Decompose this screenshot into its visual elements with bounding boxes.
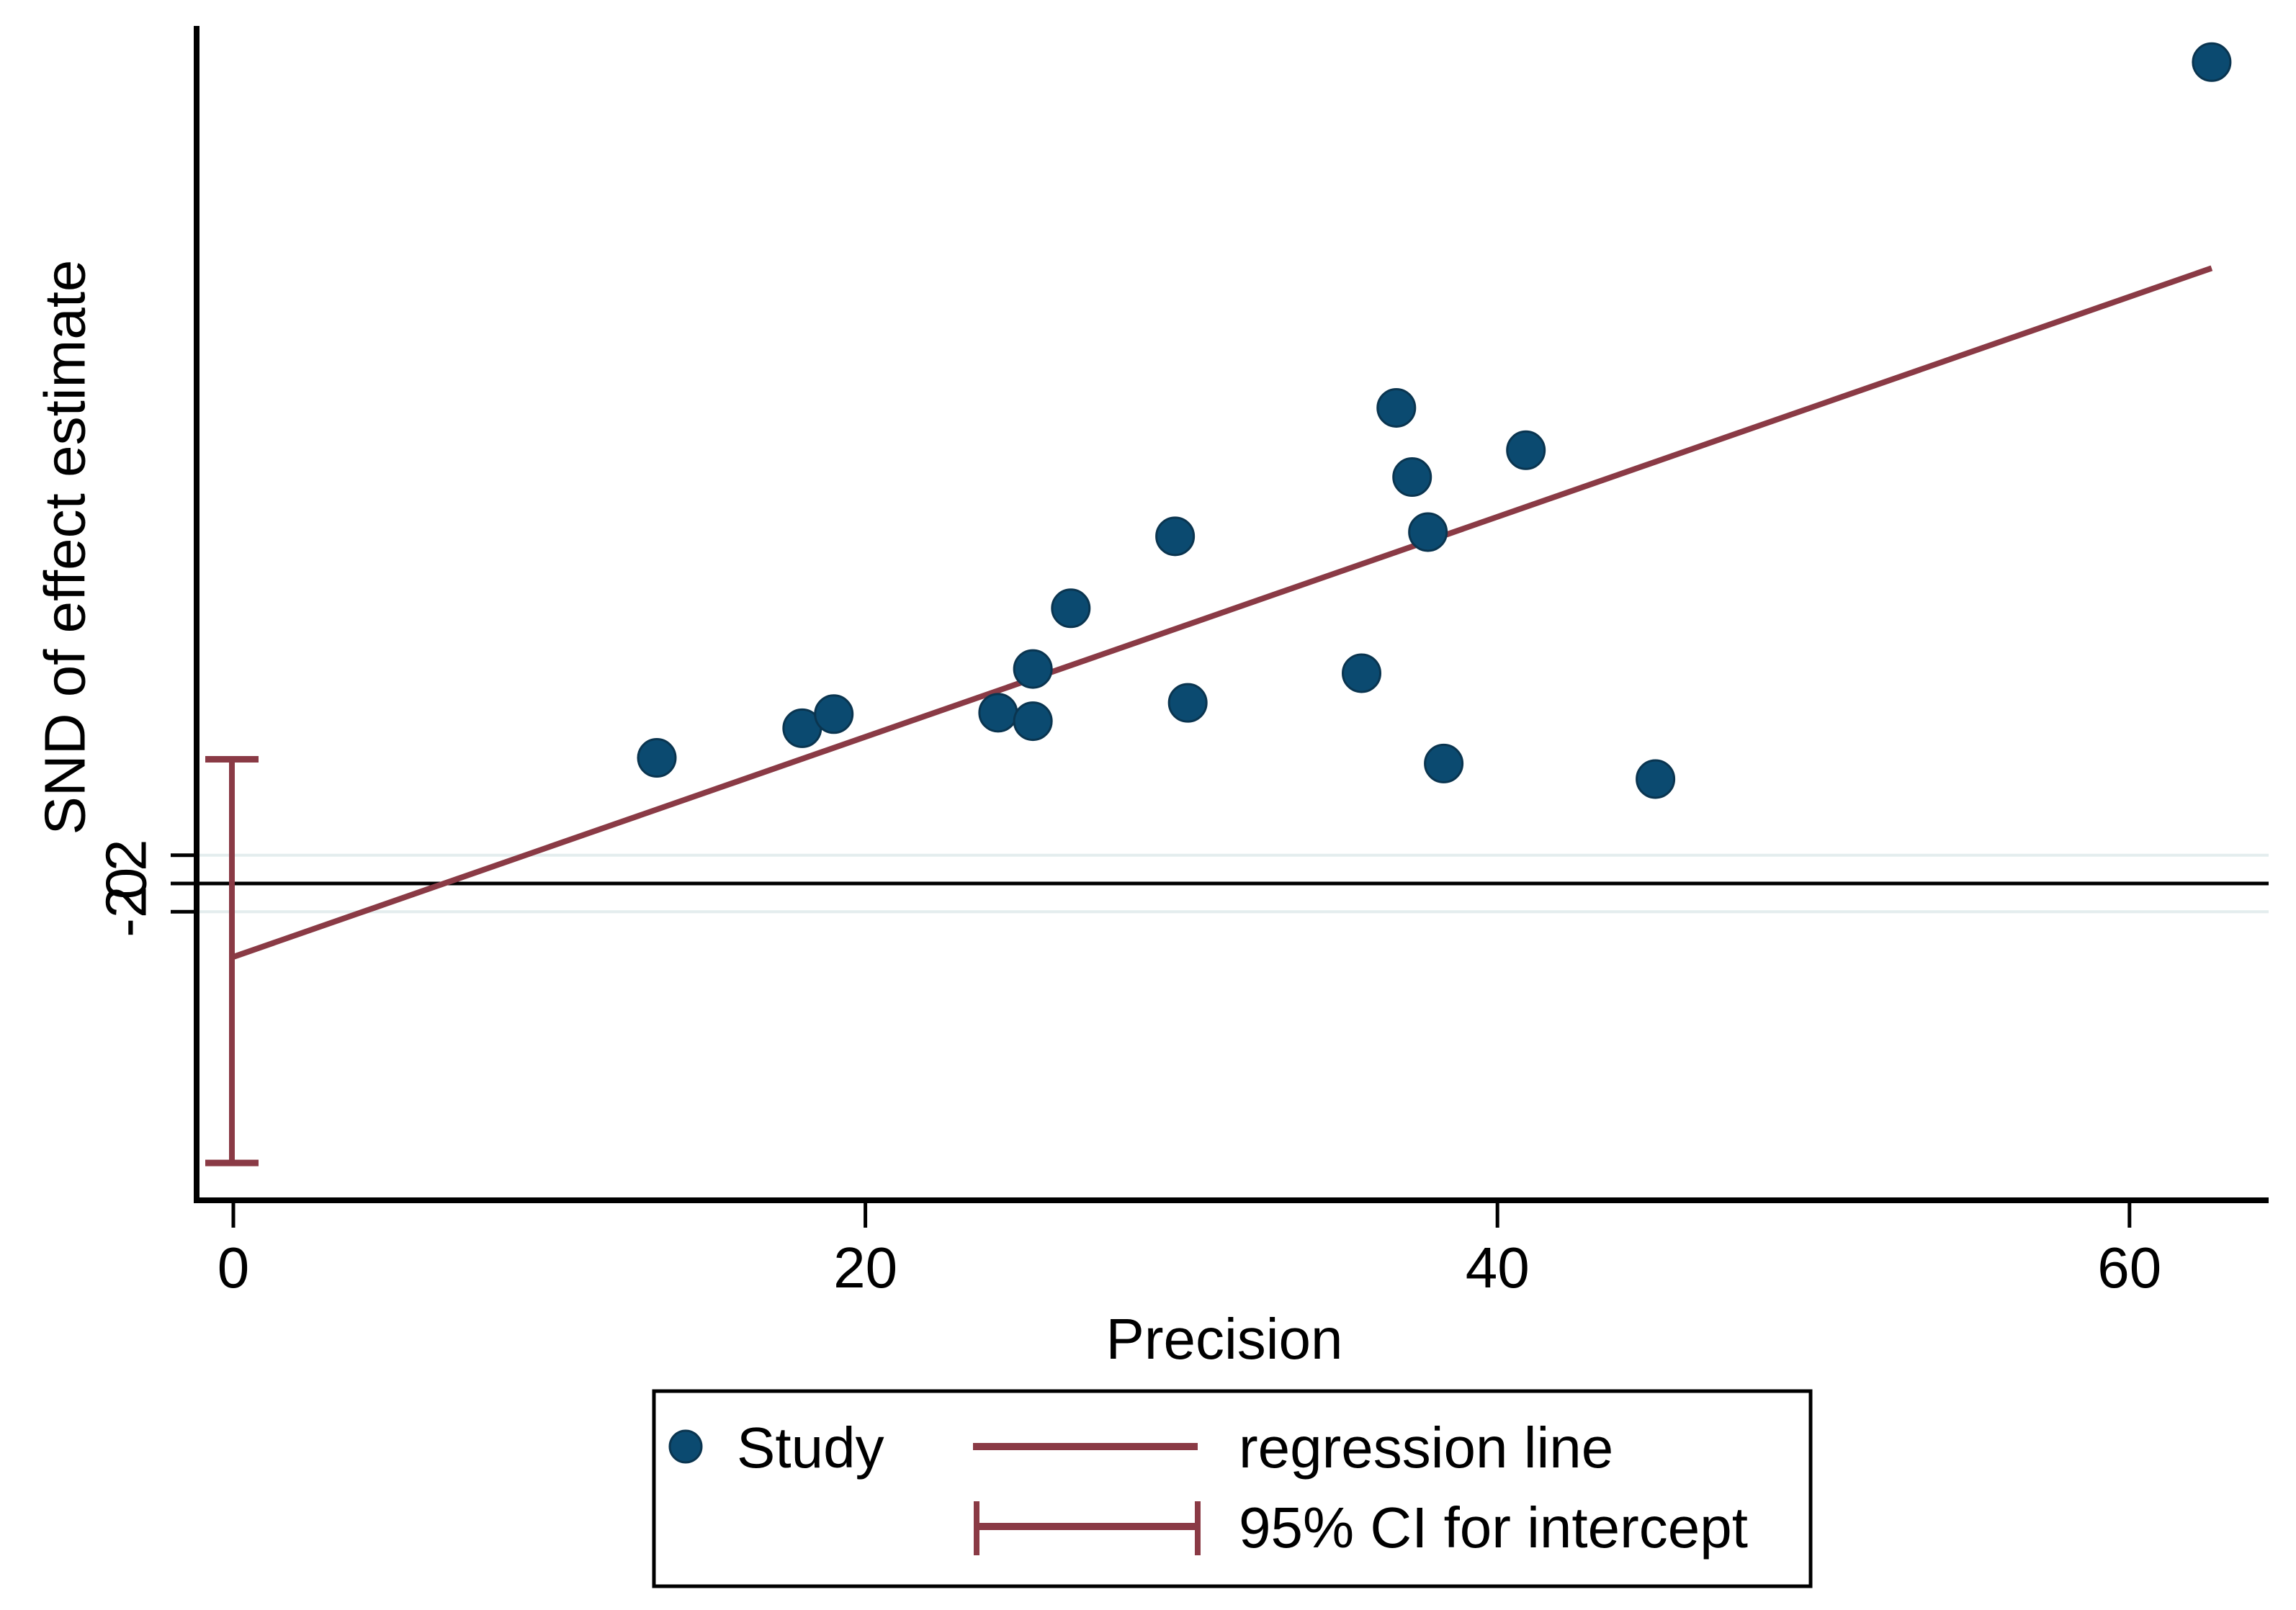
scatter-point xyxy=(978,693,1018,733)
scatter-point xyxy=(1342,653,1382,693)
legend-label-regression-line: regression line xyxy=(1239,1416,1613,1480)
y-axis-title: SND of effect estimate xyxy=(33,260,97,835)
scatter-point xyxy=(1013,701,1053,742)
y-tick-label: 2 xyxy=(94,840,158,872)
scatter-point xyxy=(1392,457,1432,498)
legend: Study regression line 95% CI for interce… xyxy=(652,1389,1813,1588)
scatter-point xyxy=(1636,759,1676,799)
x-tick-label: 40 xyxy=(1466,1236,1530,1300)
y-tick-label: -2 xyxy=(94,886,158,937)
legend-label-ci-intercept: 95% CI for intercept xyxy=(1239,1496,1748,1560)
scatter-point xyxy=(1424,743,1464,783)
scatter-point xyxy=(814,694,854,734)
axes xyxy=(194,26,2269,1203)
legend-study-marker-icon xyxy=(668,1429,703,1464)
legend-box xyxy=(652,1389,1813,1588)
tick-labels: 0 20 40 60-202 xyxy=(94,840,2162,1300)
tick-marks xyxy=(171,853,2132,1228)
scatter-point xyxy=(1167,683,1208,723)
y-tick-label: 0 xyxy=(94,868,158,900)
scatter-point xyxy=(1506,430,1546,470)
scatter-point xyxy=(637,738,677,778)
gridlines xyxy=(199,853,2269,914)
regression-line xyxy=(232,265,2213,960)
legend-ci-swatch-icon xyxy=(974,1501,1201,1555)
x-tick-label: 0 xyxy=(218,1236,250,1300)
x-tick-label: 60 xyxy=(2097,1236,2161,1300)
scatter-point xyxy=(1155,516,1196,557)
reference-lines xyxy=(199,756,2269,1166)
x-tick-label: 20 xyxy=(833,1236,897,1300)
legend-label-study: Study xyxy=(737,1416,884,1480)
x-axis-title: Precision xyxy=(1106,1307,1342,1371)
scatter-point xyxy=(1013,649,1053,689)
scatter-point xyxy=(1376,387,1417,428)
data-series xyxy=(232,42,2232,960)
scatter-point xyxy=(1408,512,1448,552)
scatter-point xyxy=(1051,588,1091,629)
scatter-point xyxy=(2192,42,2232,82)
